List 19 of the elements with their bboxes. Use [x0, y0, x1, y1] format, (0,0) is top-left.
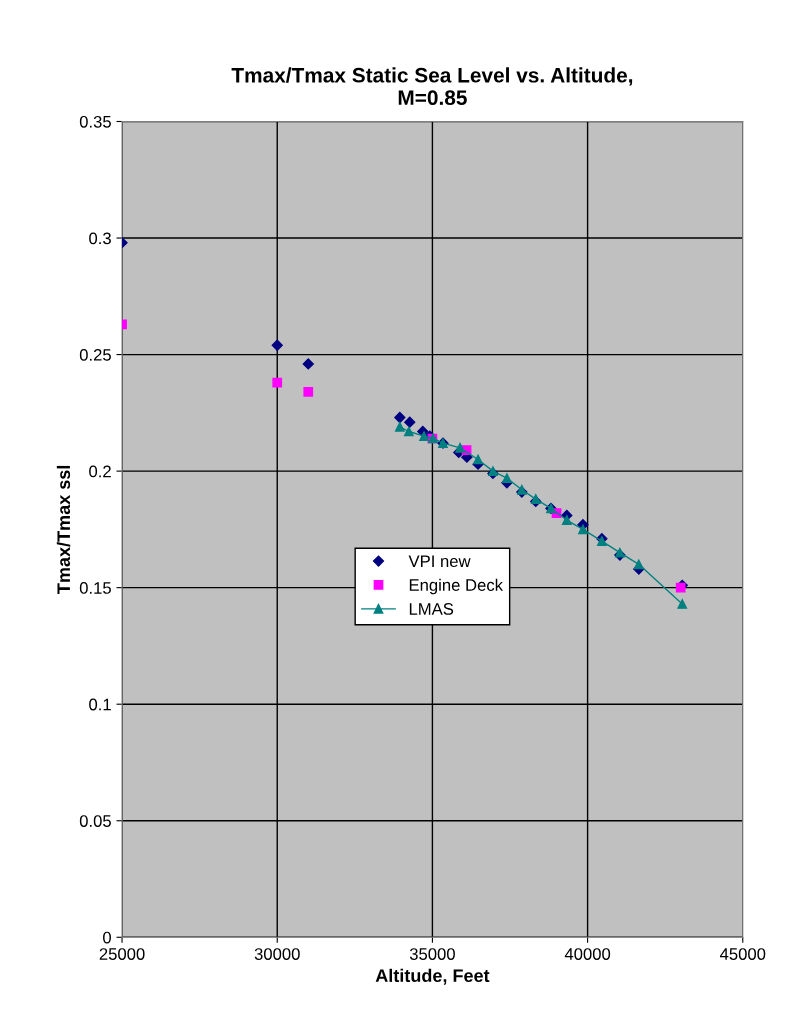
x-tick-label: 40000 — [564, 948, 611, 960]
y-axis-title: Tmax/Tmax ssl — [56, 465, 71, 594]
y-tick-label: 0.2 — [89, 465, 111, 478]
y-tick-label: 0.05 — [79, 815, 111, 827]
legend-label: LMAS — [409, 603, 454, 615]
y-tick-label: 0.35 — [79, 115, 111, 128]
y-tick-label: 0.25 — [79, 348, 111, 361]
y-tick-label: 0.1 — [89, 698, 111, 711]
y-tick-label: 0 — [103, 931, 111, 944]
x-tick-label: 25000 — [99, 948, 145, 960]
x-tick-label: 35000 — [409, 948, 455, 960]
y-tick-label: 0.15 — [79, 582, 111, 594]
x-tick-label: 45000 — [719, 948, 766, 960]
chart-title: Tmax/Tmax Static Sea Level vs. Altitude, M=0.85 — [231, 67, 633, 106]
x-axis-title: Altitude, Feet — [375, 968, 490, 985]
y-tick-label: 0.3 — [89, 232, 111, 245]
legend-label: Engine Deck — [409, 578, 504, 595]
x-tick-label: 30000 — [254, 948, 300, 960]
legend-label: VPI new — [408, 555, 471, 568]
